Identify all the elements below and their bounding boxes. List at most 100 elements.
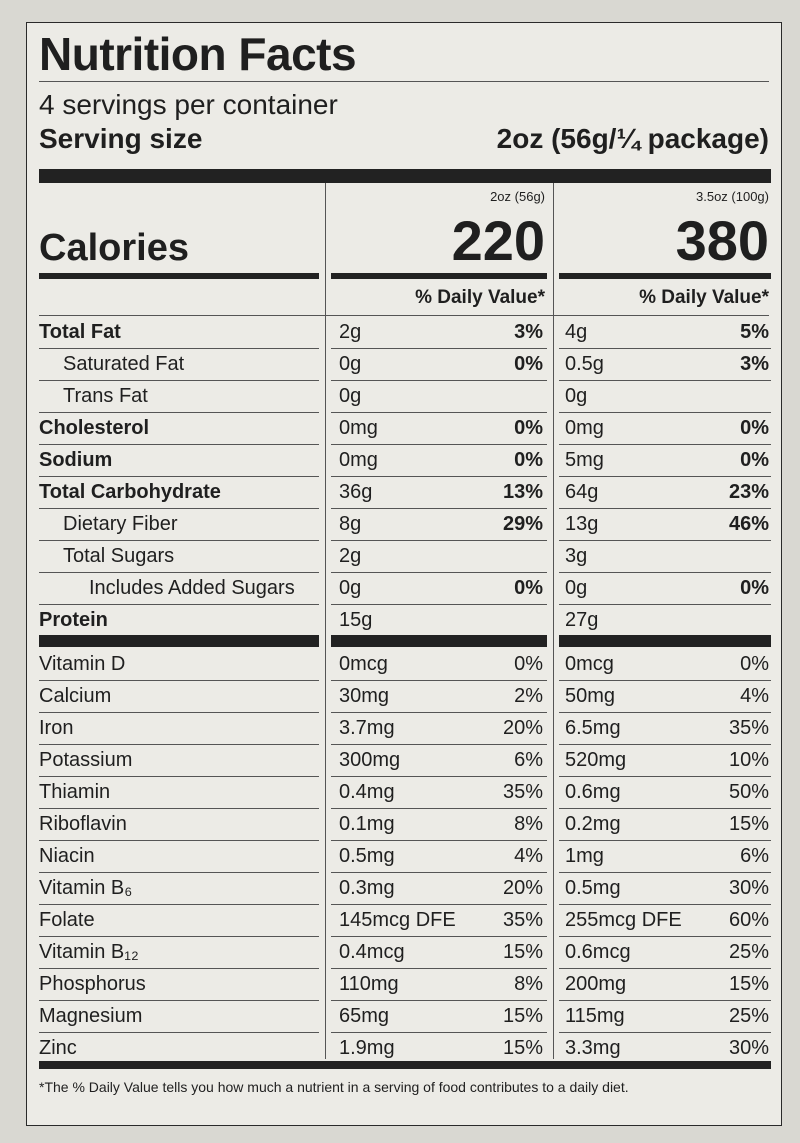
nutrient-name: Folate	[39, 909, 95, 931]
nutrient-name: Vitamin B₁₂	[39, 941, 139, 963]
table-row: Vitamin B₆ 0.3mg 20% 0.5mg 30%	[27, 873, 783, 905]
amount-per-serving: 0g	[339, 385, 362, 407]
daily-value-per-serving: 0%	[514, 449, 543, 471]
table-row: Sodium 0mg 0% 5mg 0%	[27, 445, 783, 477]
row-divider	[39, 540, 319, 541]
amount-per-serving: 2g	[339, 545, 362, 567]
amount-per-100g: 200mg	[565, 973, 627, 995]
row-divider	[559, 508, 771, 509]
column-header-1: 2oz (56g)	[490, 189, 545, 204]
row-divider	[331, 776, 547, 777]
amount-per-serving: 0g	[339, 353, 362, 375]
table-row: Calcium 30mg 2% 50mg 4%	[27, 681, 783, 713]
amount-per-100g: 4g	[565, 321, 588, 343]
row-divider	[331, 904, 547, 905]
table-row: Cholesterol 0mg 0% 0mg 0%	[27, 413, 783, 445]
nutrition-facts-label: Nutrition Facts 4 servings per container…	[26, 22, 782, 1126]
daily-value-per-serving: 13%	[502, 481, 543, 503]
daily-value-per-serving: 0%	[514, 417, 543, 439]
daily-value-per-serving: 0%	[514, 653, 543, 675]
nutrient-name: Thiamin	[39, 781, 111, 803]
row-divider	[331, 968, 547, 969]
row-divider	[39, 572, 319, 573]
daily-value-per-serving: 8%	[514, 973, 543, 995]
amount-per-serving: 0.4mg	[339, 781, 395, 803]
daily-value-per-100g: 0%	[740, 417, 769, 439]
nutrient-name: Potassium	[39, 749, 133, 771]
amount-per-serving: 65mg	[339, 1005, 390, 1027]
row-divider	[559, 904, 771, 905]
table-row: Vitamin B₁₂ 0.4mcg 15% 0.6mcg 25%	[27, 937, 783, 969]
nutrient-name: Phosphorus	[39, 973, 146, 995]
protein-bar-col1	[331, 635, 547, 647]
daily-value-per-serving: 29%	[502, 513, 543, 535]
title-divider	[39, 81, 769, 82]
row-divider	[559, 936, 771, 937]
table-row: Total Sugars 2g 3g	[27, 541, 783, 573]
amount-per-100g: 64g	[565, 481, 599, 503]
daily-value-per-100g: 25%	[728, 941, 769, 963]
amount-per-100g: 0.6mg	[565, 781, 621, 803]
daily-value-per-serving: 20%	[502, 877, 543, 899]
row-divider	[39, 904, 319, 905]
row-divider	[331, 1032, 547, 1033]
row-divider	[39, 476, 319, 477]
row-divider	[559, 1000, 771, 1001]
calories-bar-col2	[559, 273, 771, 279]
amount-per-serving: 2g	[339, 321, 362, 343]
calories-value-1: 220	[451, 209, 545, 272]
row-divider	[559, 540, 771, 541]
daily-value-per-100g: 35%	[728, 717, 769, 739]
nutrient-name: Calcium	[39, 685, 112, 707]
row-divider	[39, 604, 319, 605]
serving-size-value: 2oz (56g/¼ package)	[496, 123, 769, 154]
amount-per-serving: 0mg	[339, 417, 378, 439]
table-row: Iron 3.7mg 20% 6.5mg 35%	[27, 713, 783, 745]
row-divider	[39, 380, 319, 381]
row-divider	[331, 712, 547, 713]
column-divider-2	[553, 183, 554, 1059]
row-divider	[559, 1032, 771, 1033]
amount-per-100g: 0mcg	[565, 653, 614, 675]
nutrient-name: Magnesium	[39, 1005, 143, 1027]
row-divider	[39, 776, 319, 777]
calories-value-2: 380	[675, 209, 769, 272]
row-divider	[39, 1032, 319, 1033]
daily-value-per-serving: 15%	[502, 1005, 543, 1027]
amount-per-100g: 0g	[565, 577, 588, 599]
amount-per-serving: 36g	[339, 481, 373, 503]
table-row: Potassium 300mg 6% 520mg 10%	[27, 745, 783, 777]
nutrient-name: Trans Fat	[63, 385, 148, 407]
row-divider	[331, 508, 547, 509]
row-divider	[559, 808, 771, 809]
amount-per-serving: 8g	[339, 513, 362, 535]
row-divider	[39, 744, 319, 745]
table-row: Protein 15g 27g	[27, 605, 783, 637]
amount-per-100g: 0.5mg	[565, 877, 621, 899]
daily-value-per-serving: 4%	[514, 845, 543, 867]
protein-bar-col2	[559, 635, 771, 647]
amount-per-serving: 0.3mg	[339, 877, 395, 899]
daily-value-per-100g: 0%	[740, 449, 769, 471]
servings-per-container: 4 servings per container	[39, 89, 338, 120]
daily-value-per-100g: 6%	[740, 845, 769, 867]
row-divider	[39, 840, 319, 841]
daily-value-per-100g: 10%	[728, 749, 769, 771]
amount-per-100g: 0g	[565, 385, 588, 407]
row-divider	[331, 840, 547, 841]
table-row: Saturated Fat 0g 0% 0.5g 3%	[27, 349, 783, 381]
daily-value-header-1: % Daily Value*	[415, 287, 545, 308]
daily-value-per-100g: 25%	[728, 1005, 769, 1027]
row-divider	[559, 412, 771, 413]
row-divider	[39, 808, 319, 809]
row-divider	[39, 1000, 319, 1001]
row-divider	[559, 604, 771, 605]
amount-per-100g: 3.3mg	[565, 1037, 621, 1059]
table-row: Includes Added Sugars 0g 0% 0g 0%	[27, 573, 783, 605]
row-divider	[331, 744, 547, 745]
daily-value-per-100g: 60%	[728, 909, 769, 931]
amount-per-serving: 0mcg	[339, 653, 388, 675]
row-divider	[39, 348, 319, 349]
daily-value-per-serving: 6%	[514, 749, 543, 771]
amount-per-100g: 255mcg DFE	[565, 909, 682, 931]
